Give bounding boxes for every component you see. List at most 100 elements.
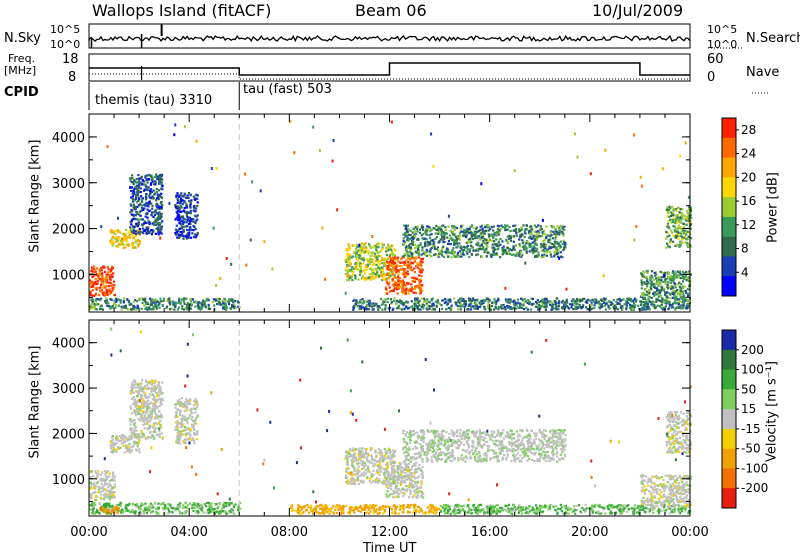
echo-pixel: [493, 309, 495, 311]
echo-pixel: [498, 232, 500, 234]
echo-pixel: [112, 474, 114, 476]
echo-pixel: [377, 246, 379, 248]
echo-pixel: [412, 228, 414, 230]
echo-pixel: [430, 305, 432, 307]
echo-pixel: [364, 266, 366, 268]
echo-pixel: [121, 306, 123, 308]
echo-pixel: [598, 301, 600, 303]
echo-pixel: [202, 300, 204, 302]
echo-pixel: [183, 194, 185, 196]
echo-pixel: [102, 282, 104, 284]
echo-pixel: [387, 298, 389, 300]
echo-pixel: [163, 298, 165, 300]
echo-pixel: [189, 226, 191, 228]
echo-pixel: [517, 299, 519, 301]
echo-pixel: [526, 228, 528, 230]
echo-pixel: [146, 188, 148, 190]
echo-pixel: [109, 498, 111, 500]
echo-pixel: [132, 190, 134, 192]
echo-pixel: [160, 227, 162, 229]
echo-pixel: [511, 307, 513, 309]
echo-pixel: [426, 298, 428, 300]
echo-pixel: [152, 181, 154, 183]
echo-pixel: [140, 195, 142, 197]
echo-pixel: [465, 303, 467, 305]
echo-pixel: [391, 121, 393, 124]
echo-pixel: [271, 267, 273, 270]
freq-trace: [89, 63, 690, 75]
echo-pixel: [515, 308, 517, 310]
echo-pixel: [96, 283, 98, 285]
echo-pixel: [543, 250, 545, 252]
echo-pixel: [99, 308, 101, 310]
echo-pixel: [179, 502, 181, 504]
echo-pixel: [551, 243, 553, 245]
echo-pixel: [463, 235, 465, 237]
echo-pixel: [112, 240, 114, 242]
echo-region: [174, 192, 199, 240]
echo-pixel: [106, 282, 108, 284]
echo-pixel: [544, 298, 546, 300]
echo-pixel: [133, 193, 135, 195]
echo-pixel: [422, 233, 424, 235]
echo-pixel: [546, 255, 548, 257]
echo-pixel: [135, 233, 137, 235]
echo-pixel: [429, 237, 431, 239]
echo-pixel: [515, 254, 517, 256]
echo-pixel: [179, 202, 181, 204]
echo-pixel: [112, 493, 114, 495]
echo-pixel: [529, 233, 531, 235]
echo-pixel: [178, 234, 180, 236]
echo-pixel: [402, 279, 404, 281]
echo-pixel: [528, 237, 530, 239]
echo-pixel: [181, 308, 183, 310]
echo-pixel: [685, 233, 687, 235]
echo-pixel: [104, 481, 106, 483]
echo-pixel: [416, 298, 418, 300]
echo-pixel: [385, 279, 387, 281]
echo-pixel: [184, 506, 186, 508]
echo-pixel: [437, 301, 439, 303]
echo-pixel: [193, 196, 195, 198]
echo-pixel: [679, 155, 681, 158]
echo-pixel: [412, 244, 414, 246]
echo-pixel: [174, 204, 176, 206]
echo-pixel: [191, 504, 193, 506]
echo-pixel: [484, 226, 486, 228]
echo-pixel: [150, 188, 152, 190]
echo-pixel: [389, 291, 391, 293]
echo-pixel: [110, 291, 112, 293]
echo-pixel: [150, 507, 152, 509]
echo-pixel: [441, 308, 443, 310]
echo-pixel: [676, 222, 678, 224]
echo-pixel: [213, 510, 215, 512]
echo-pixel: [345, 259, 347, 261]
echo-pixel: [162, 185, 164, 187]
echo-pixel: [669, 219, 671, 221]
echo-pixel: [486, 245, 488, 247]
echo-pixel: [162, 507, 164, 509]
echo-pixel: [177, 219, 179, 221]
echo-pixel: [444, 298, 446, 300]
echo-pixel: [149, 193, 151, 195]
echo-pixel: [683, 237, 685, 239]
echo-pixel: [422, 229, 424, 231]
echo-pixel: [373, 305, 375, 307]
echo-pixel: [669, 297, 671, 299]
echo-pixel: [90, 494, 92, 496]
echo-pixel: [680, 283, 682, 285]
echo-pixel: [112, 508, 114, 510]
echo-pixel: [518, 238, 520, 240]
echo-pixel: [138, 190, 140, 192]
echo-pixel: [152, 306, 154, 308]
echo-pixel: [92, 306, 94, 308]
echo-pixel: [138, 243, 140, 245]
echo-pixel: [491, 305, 493, 307]
echo-pixel: [105, 494, 107, 496]
echo-pixel: [394, 262, 396, 264]
echo-pixel: [96, 287, 98, 289]
echo-pixel: [533, 245, 535, 247]
echo-pixel: [418, 264, 420, 266]
echo-pixel: [111, 266, 113, 268]
echo-pixel: [391, 269, 393, 271]
